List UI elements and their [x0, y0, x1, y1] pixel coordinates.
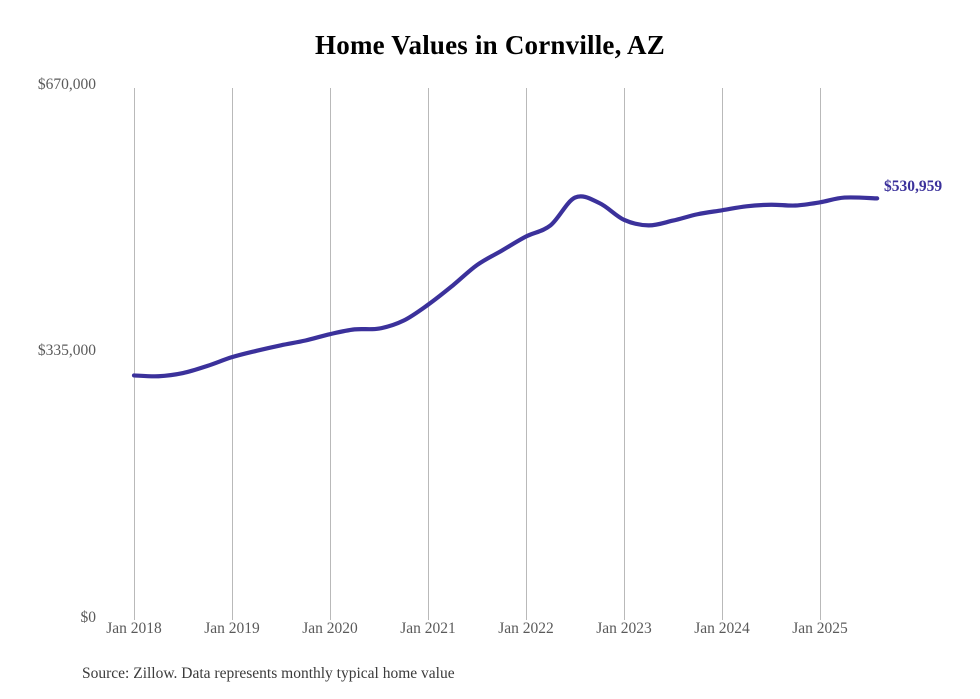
x-tick-label-2021: Jan 2021 [400, 620, 456, 637]
x-tick-label-2024: Jan 2024 [694, 620, 750, 637]
value-line-series [131, 194, 880, 379]
x-tick-label-2020: Jan 2020 [302, 620, 358, 637]
gridlines [134, 88, 821, 620]
x-tick-label-2025: Jan 2025 [792, 620, 848, 637]
y-tick-label-mid: $335,000 [37, 342, 96, 359]
end-value-label: $530,959 [884, 178, 943, 195]
source-note: Source: Zillow. Data represents monthly … [82, 665, 455, 682]
y-tick-label-top: $670,000 [37, 76, 96, 93]
y-axis-labels: $670,000 $335,000 $0 [0, 0, 96, 699]
x-tick-label-2018: Jan 2018 [106, 620, 162, 637]
x-tick-label-2023: Jan 2023 [596, 620, 652, 637]
x-tick-label-2022: Jan 2022 [498, 620, 554, 637]
x-tick-label-2019: Jan 2019 [204, 620, 260, 637]
y-tick-label-bottom: $0 [80, 609, 97, 626]
chart-title: Home Values in Cornville, AZ [315, 30, 665, 60]
